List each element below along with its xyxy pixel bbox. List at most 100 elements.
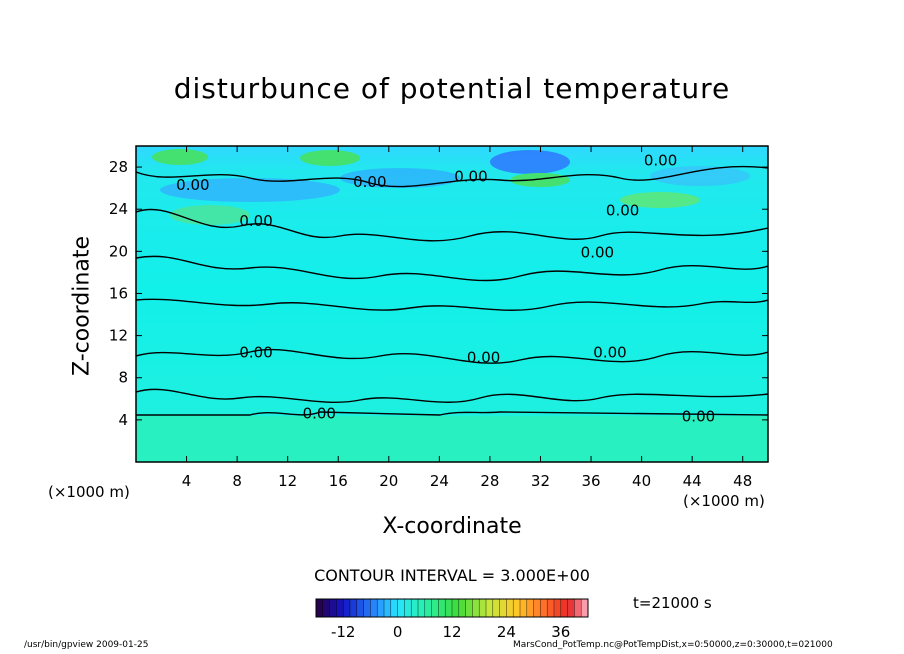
x-tick-label: 36 [581, 472, 600, 490]
lower-layer-band [136, 416, 768, 462]
green-patch [170, 205, 250, 225]
colorbar-cell [377, 599, 385, 617]
colorbar-cell [390, 599, 398, 617]
x-axis-ticks: 4 8 12 16 20 24 28 32 36 40 44 48 [182, 146, 752, 490]
colorbar-cell [356, 599, 364, 617]
x-unit-right: (×1000 m) [683, 492, 765, 510]
x-tick-label: 44 [683, 472, 702, 490]
colorbar: -12 0 12 24 36 [315, 598, 589, 641]
colorbar-tick-label: 24 [497, 623, 516, 641]
y-axis-ticks: 4 8 12 16 20 24 28 [109, 158, 768, 429]
colorbar-cell [526, 599, 534, 617]
contour-line [136, 255, 768, 282]
contour-label: 0.00 [682, 408, 715, 426]
x-tick-label: 48 [733, 472, 752, 490]
x-tick-label: 28 [480, 472, 499, 490]
contour-label: 0.00 [454, 168, 487, 186]
x-tick-label: 40 [632, 472, 651, 490]
y-tick-label: 20 [109, 242, 128, 260]
contour-label: 0.00 [467, 349, 500, 367]
colorbar-cell [513, 599, 521, 617]
colorbar-tick-label: 12 [442, 623, 461, 641]
colorbar-tick-label: 36 [551, 623, 570, 641]
colorbar-cell [458, 599, 466, 617]
x-tick-label: 12 [278, 472, 297, 490]
contour-label: 0.00 [239, 212, 272, 230]
colorbar-cell [547, 599, 555, 617]
colorbar-cell [438, 599, 446, 617]
y-tick-label: 28 [109, 158, 128, 176]
colorbar-cell [411, 599, 419, 617]
colorbar-cell [316, 599, 324, 617]
colorbar-cell [499, 599, 507, 617]
contour-line [136, 298, 768, 311]
colorbar-cell [560, 599, 568, 617]
y-tick-label: 16 [109, 284, 128, 302]
colorbar-cell [384, 599, 392, 617]
colorbar-cell [540, 599, 548, 617]
x-tick-label: 16 [329, 472, 348, 490]
colorbar-cell [581, 599, 589, 617]
colorbar-cell [418, 599, 426, 617]
colorbar-cell [520, 599, 528, 617]
y-tick-label: 24 [109, 200, 128, 218]
x-tick-label: 24 [430, 472, 449, 490]
contour-line [136, 411, 768, 416]
contour-label: 0.00 [606, 201, 639, 219]
field-patches [136, 149, 768, 462]
colorbar-cell [370, 599, 378, 617]
colorbar-frame [315, 598, 589, 618]
green-patch [620, 192, 700, 208]
x-unit-left: (×1000 m) [48, 483, 130, 501]
colorbar-cell [533, 599, 541, 617]
colorbar-cell [322, 599, 330, 617]
contour-line [136, 208, 768, 242]
colorbar-cell [445, 599, 453, 617]
colorbar-cell [492, 599, 500, 617]
contour-line [136, 348, 768, 364]
colorbar-cell [506, 599, 514, 617]
colorbar-cell [479, 599, 487, 617]
colorbar-cell [431, 599, 439, 617]
contour-line [136, 388, 768, 403]
colorbar-cell [486, 599, 494, 617]
contour-label: 0.00 [353, 173, 386, 191]
contour-label: 0.00 [239, 343, 272, 361]
colorbar-cell [554, 599, 562, 617]
colorbar-cell [350, 599, 358, 617]
blue-patch [160, 178, 340, 202]
colorbar-cell [567, 599, 575, 617]
contour-lines [136, 165, 768, 416]
colorbar-cell [329, 599, 337, 617]
x-axis-label: X-coordinate [382, 514, 522, 539]
x-tick-label: 4 [182, 472, 192, 490]
plot-frame [135, 145, 769, 463]
contour-line [136, 165, 768, 188]
contour-label: 0.00 [303, 405, 336, 423]
x-tick-label: 32 [531, 472, 550, 490]
footer-left: /usr/bin/gpview 2009-01-25 [24, 640, 149, 650]
blue-patch [490, 150, 570, 174]
colorbar-cell [472, 599, 480, 617]
y-tick-label: 12 [109, 327, 128, 345]
colorbar-cell [397, 599, 405, 617]
y-tick-label: 8 [118, 369, 128, 387]
blue-patch [650, 166, 750, 186]
colorbar-tick-label: -12 [331, 623, 356, 641]
chart-title: disturbunce of potential temperature [173, 72, 731, 105]
colorbar-cell [424, 599, 432, 617]
colorbar-cell [452, 599, 460, 617]
contour-label: 0.00 [593, 343, 626, 361]
green-patch [510, 173, 570, 187]
contour-label: 0.00 [581, 243, 614, 261]
contour-label: 0.00 [176, 176, 209, 194]
contour-labels: 0.00 0.00 0.00 0.00 0.00 0.00 0.00 0.00 0.00 0.00… [176, 152, 715, 426]
contour-label: 0.00 [644, 152, 677, 170]
colorbar-cell [574, 599, 582, 617]
colorbar-cell [465, 599, 473, 617]
footer-right: MarsCond_PotTemp.nc@PotTempDist,x=0:5000… [513, 640, 833, 650]
x-tick-label: 20 [379, 472, 398, 490]
time-label: t=21000 s [633, 594, 712, 612]
colorbar-cell [404, 599, 412, 617]
